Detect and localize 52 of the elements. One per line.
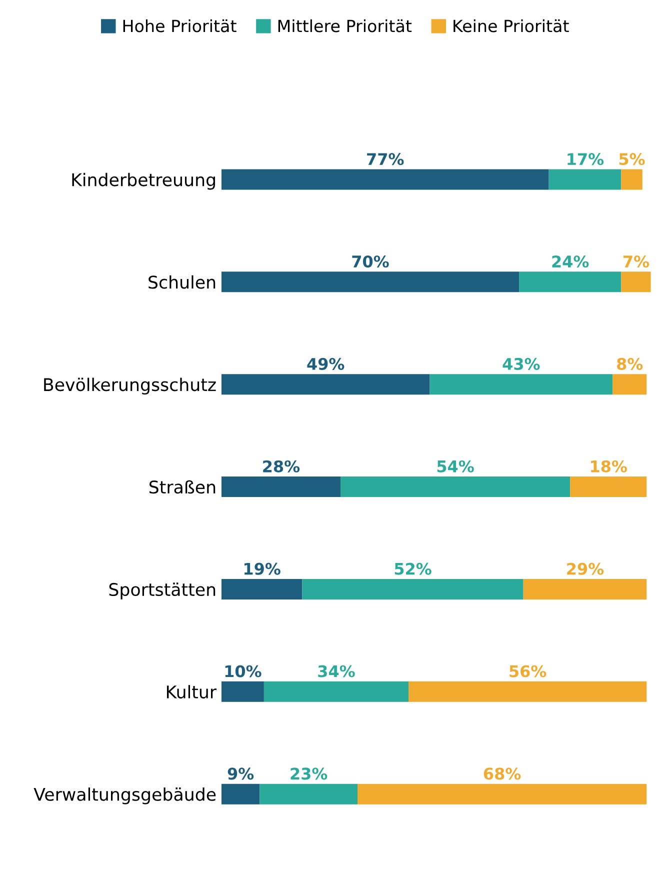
bar: [221, 578, 302, 600]
y-tick-label: Straßen: [149, 480, 216, 494]
data-label: 9%: [228, 768, 254, 780]
bar: [221, 784, 260, 804]
data-label: 54%: [437, 460, 474, 472]
data-label: 43%: [502, 358, 540, 370]
data-label: 52%: [394, 562, 432, 575]
bar: [221, 272, 520, 292]
bar: [302, 578, 524, 600]
data-label: 49%: [307, 358, 344, 370]
bar: [548, 169, 622, 190]
bar: [357, 784, 647, 804]
y-tick-label: Sportstätten: [109, 582, 216, 600]
bar: [264, 681, 409, 702]
bar: [221, 374, 430, 395]
bar: [519, 272, 622, 292]
data-label: 70%: [352, 255, 389, 268]
data-label: 29%: [567, 562, 604, 575]
data-label: 77%: [367, 153, 404, 166]
y-tick-label: Verwaltungsgebäude: [34, 787, 216, 804]
bar: [408, 681, 647, 702]
bar: [621, 272, 651, 292]
bar: [260, 784, 358, 804]
bar: [340, 476, 570, 498]
data-label: 56%: [510, 665, 546, 678]
legend-label: Mittlere Priorität: [278, 19, 412, 32]
data-label: 18%: [591, 460, 627, 472]
y-tick-label: Schulen: [148, 275, 216, 289]
data-label: 7%: [624, 255, 650, 268]
data-label: 17%: [568, 153, 604, 166]
data-label: 5%: [619, 153, 645, 166]
legend-label: Hohe Priorität: [123, 19, 236, 32]
bar: [621, 169, 642, 190]
bar: [523, 578, 647, 600]
data-label: 10%: [225, 665, 262, 678]
data-label: 28%: [263, 460, 300, 472]
data-label: 19%: [244, 562, 280, 575]
data-label: 68%: [484, 768, 521, 780]
bar: [221, 169, 549, 190]
y-tick-label: Kinderbetreuung: [72, 172, 215, 190]
bar: [430, 374, 613, 395]
bar: [570, 476, 647, 498]
y-tick-label: Kultur: [166, 685, 217, 698]
data-label: 23%: [290, 768, 328, 780]
bar: [221, 681, 264, 702]
legend-label: Keine Priorität: [454, 19, 569, 32]
bar: [221, 476, 340, 498]
data-label: 34%: [318, 665, 355, 678]
bar: [612, 374, 647, 395]
data-label: 8%: [617, 358, 643, 370]
y-tick-label: Bevölkerungsschutz: [44, 378, 216, 395]
data-label: 24%: [552, 255, 589, 268]
